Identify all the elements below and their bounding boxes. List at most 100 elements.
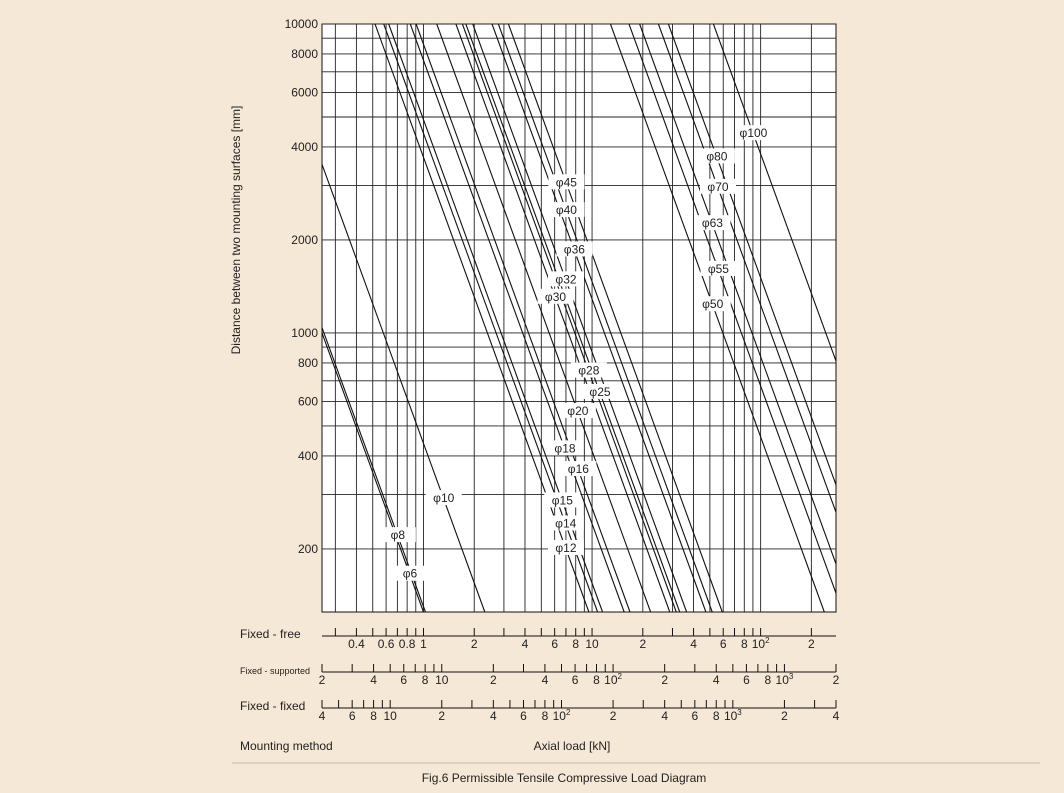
- x-gridlines: [334, 24, 812, 612]
- x-tick-label: 2: [833, 673, 840, 687]
- x-tick-label: 0.8: [399, 637, 416, 651]
- x-tick-exponent: 3: [789, 672, 794, 681]
- series-label-backdrop: [548, 174, 585, 190]
- x-axis-label: Axial load [kN]: [534, 739, 611, 753]
- x-tick-label: 6: [400, 673, 407, 687]
- x-tick-label: 8: [741, 637, 748, 651]
- x-tick-label: 6: [572, 673, 579, 687]
- series-label-backdrop: [548, 202, 585, 218]
- series-label: φ45: [556, 175, 577, 189]
- series-line: [472, 23, 688, 613]
- x-tick-label: 8: [764, 673, 771, 687]
- x-tick-label: 6: [551, 637, 558, 651]
- series-label-backdrop: [556, 241, 593, 257]
- series-label-backdrop: [698, 148, 735, 164]
- x-tick-label: 2: [438, 709, 445, 723]
- x-tick-label: 0.6: [378, 637, 395, 651]
- series-label: φ10: [433, 491, 454, 505]
- series-label-backdrop: [547, 515, 584, 531]
- series-label-backdrop: [700, 260, 737, 276]
- x-tick-label: 8: [370, 709, 377, 723]
- series-label-backdrop: [699, 178, 736, 194]
- series-label-backdrop: [559, 402, 596, 418]
- series-line: [609, 23, 825, 613]
- series-label-backdrop: [694, 296, 731, 312]
- x-tick-label: 2: [319, 673, 326, 687]
- y-tick-labels: 200 400 600 800 1000 2000 4000 6000 8000 10000: [285, 17, 319, 556]
- series-line: [321, 332, 425, 613]
- series-line: [461, 23, 677, 613]
- y-tick-label: 400: [298, 449, 318, 463]
- series-label: φ20: [567, 404, 588, 418]
- series-line: [507, 23, 723, 613]
- series-line: [415, 23, 631, 613]
- series-line: [409, 23, 625, 613]
- x-tick-label: 4: [542, 673, 549, 687]
- series-label: φ14: [555, 516, 576, 530]
- x-axis-name: Fixed - fixed: [240, 699, 305, 713]
- series-label-backdrop: [391, 565, 428, 581]
- series-label-backdrop: [582, 383, 619, 399]
- series-label-backdrop: [735, 125, 772, 141]
- y-tick-label: 4000: [291, 140, 318, 154]
- x-tick-label: 2: [781, 709, 788, 723]
- series-lines: [321, 23, 837, 613]
- series-label: φ28: [578, 364, 599, 378]
- series-label-backdrop: [547, 539, 584, 555]
- x-tick-label: 4: [370, 673, 377, 687]
- series-label-backdrop: [379, 527, 416, 543]
- x-axis-name: Fixed - free: [240, 627, 301, 641]
- series-label: φ63: [702, 216, 723, 230]
- series-label-backdrop: [425, 490, 462, 506]
- series-label-backdrop: [560, 461, 597, 477]
- x-tick-label: 1: [420, 637, 427, 651]
- y-tick-label: 200: [298, 542, 318, 556]
- x-tick-label: 2: [490, 673, 497, 687]
- plot-area: [321, 23, 837, 613]
- series-label: φ25: [589, 385, 610, 399]
- series-label: φ32: [555, 272, 576, 286]
- y-tick-label: 8000: [291, 47, 318, 61]
- x-tick-label: 6: [520, 709, 527, 723]
- series-label: φ30: [545, 290, 566, 304]
- series-line: [321, 164, 486, 613]
- series-line: [436, 23, 652, 613]
- x-tick-label: 0.4: [348, 637, 365, 651]
- series-label-backdrop: [570, 362, 607, 378]
- series-label: φ6: [403, 567, 418, 581]
- x-tick-label: 2: [808, 637, 815, 651]
- series-line: [321, 327, 426, 613]
- series-line: [455, 23, 671, 613]
- series-label-backdrop: [537, 288, 574, 304]
- series-line: [383, 23, 599, 613]
- series-label-backdrop: [547, 440, 584, 456]
- x-tick-label: 10: [585, 637, 599, 651]
- series-label: φ36: [564, 242, 585, 256]
- x-tick-exponent: 3: [737, 708, 742, 717]
- figure-caption: Fig.6 Permissible Tensile Compressive Lo…: [422, 771, 707, 785]
- series-label: φ8: [391, 528, 406, 542]
- series-label: φ55: [708, 262, 729, 276]
- series-label-backdrop: [544, 492, 581, 508]
- x-tick-label: 10: [384, 709, 398, 723]
- series-label: φ15: [552, 493, 573, 507]
- x-tick-label: 4: [833, 709, 840, 723]
- series-label: φ50: [702, 297, 723, 311]
- y-tick-label: 6000: [291, 86, 318, 100]
- x-tick-label: 4: [522, 637, 529, 651]
- series-line: [388, 23, 604, 613]
- x-tick-label: 6: [691, 709, 698, 723]
- x-tick-label: 8: [542, 709, 549, 723]
- x-tick-label: 4: [661, 709, 668, 723]
- x-tick-label: 4: [690, 637, 697, 651]
- series-line: [639, 23, 837, 565]
- y-tick-label: 1000: [291, 326, 318, 340]
- x-tick-label: 4: [713, 673, 720, 687]
- x-tick-label: 8: [593, 673, 600, 687]
- x-axis-name: Fixed - supported: [240, 666, 310, 676]
- x-tick-exponent: 2: [618, 672, 623, 681]
- x-tick-label: 4: [490, 709, 497, 723]
- series-label: φ16: [568, 462, 589, 476]
